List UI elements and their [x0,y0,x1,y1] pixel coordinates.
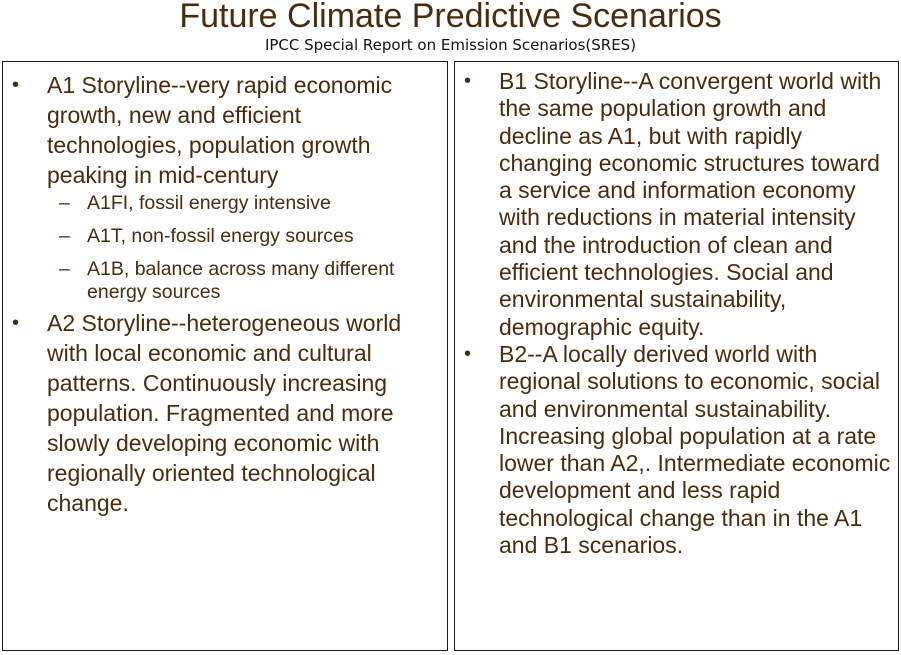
dash-icon: – [59,258,70,280]
sub-a1t: – A1T, non-fossil energy sources [59,225,439,248]
bullet-a2-storyline: • A2 Storyline--heterogeneous world with… [12,308,439,518]
dash-icon: – [59,192,70,214]
bullet-dot-icon: • [12,312,20,334]
left-panel: • A1 Storyline--very rapid economic grow… [2,61,448,651]
bullet-b1-storyline: • B1 Storyline--A convergent world with … [464,68,892,341]
slide-title: Future Climate Predictive Scenarios [179,0,722,35]
sub-a1t-text: A1T, non-fossil energy sources [87,225,354,247]
sub-a1b: – A1B, balance across many different ene… [59,258,439,304]
sub-a1fi: – A1FI, fossil energy intensive [59,192,439,215]
bullet-b2-storyline: • B2--A locally derived world with regio… [464,340,892,559]
b1-storyline-text: B1 Storyline--A convergent world with th… [499,68,882,340]
a1-sub-list: – A1FI, fossil energy intensive – A1T, n… [47,192,439,304]
a2-storyline-text: A2 Storyline--heterogeneous world with l… [47,310,402,516]
left-bullet-list: • A1 Storyline--very rapid economic grow… [3,62,447,518]
bullet-dot-icon: • [464,70,472,92]
right-panel: • B1 Storyline--A convergent world with … [454,61,899,651]
dash-icon: – [59,225,70,247]
sub-a1b-text: A1B, balance across many different energ… [87,258,395,303]
a1-storyline-text: A1 Storyline--very rapid economic growth… [47,72,393,188]
bullet-a1-storyline: • A1 Storyline--very rapid economic grow… [12,70,439,304]
sub-a1fi-text: A1FI, fossil energy intensive [87,192,331,214]
b2-storyline-text: B2--A locally derived world with regiona… [499,340,891,559]
bullet-dot-icon: • [464,342,472,365]
bullet-dot-icon: • [12,74,20,96]
slide-subtitle: IPCC Special Report on Emission Scenario… [264,36,637,54]
right-bullet-list: • B1 Storyline--A convergent world with … [455,62,898,559]
